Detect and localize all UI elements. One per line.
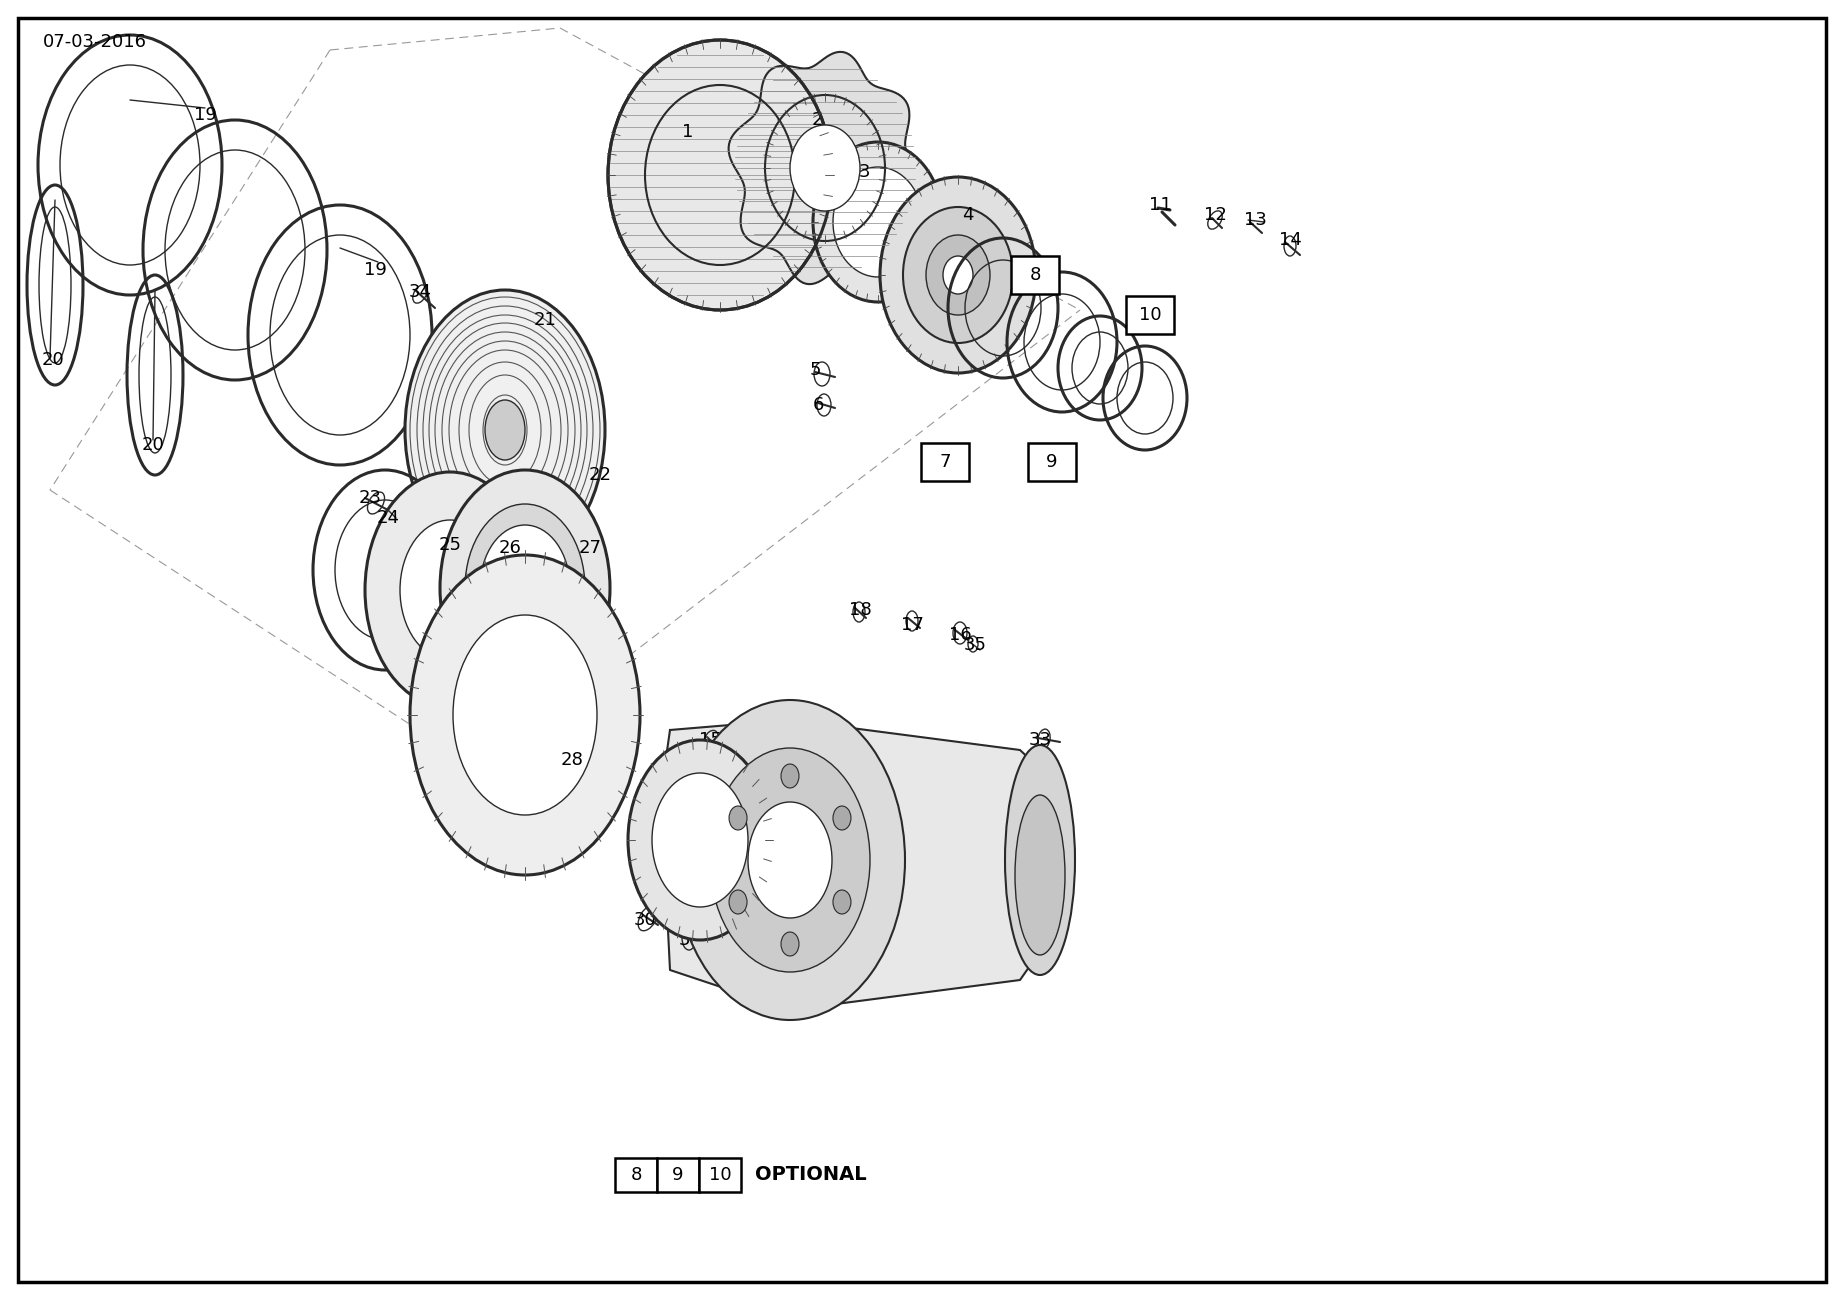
- Ellipse shape: [926, 235, 991, 315]
- Ellipse shape: [880, 177, 1037, 373]
- Ellipse shape: [480, 526, 570, 650]
- Text: 07-03-2016: 07-03-2016: [42, 33, 148, 51]
- Ellipse shape: [902, 207, 1013, 343]
- Text: 10: 10: [708, 1166, 731, 1184]
- Ellipse shape: [410, 556, 640, 876]
- Text: 23: 23: [358, 489, 382, 507]
- Text: 10: 10: [1133, 301, 1157, 319]
- Text: 16: 16: [948, 626, 970, 644]
- Text: 35: 35: [963, 636, 987, 654]
- Text: 3: 3: [858, 163, 869, 181]
- Bar: [1125, 297, 1173, 334]
- Ellipse shape: [710, 748, 871, 972]
- Ellipse shape: [485, 399, 526, 461]
- Text: 32: 32: [744, 932, 766, 948]
- Text: 19: 19: [363, 262, 386, 278]
- Text: 22: 22: [589, 466, 611, 484]
- Ellipse shape: [609, 40, 832, 310]
- Ellipse shape: [1006, 745, 1076, 974]
- Text: 30: 30: [633, 911, 657, 929]
- Ellipse shape: [832, 167, 922, 277]
- Text: OPTIONAL: OPTIONAL: [755, 1166, 867, 1184]
- Text: 19: 19: [194, 105, 216, 124]
- Text: 31: 31: [679, 932, 701, 948]
- Bar: [657, 1158, 699, 1192]
- Text: 5: 5: [810, 360, 821, 379]
- Polygon shape: [729, 52, 921, 284]
- Text: 24: 24: [376, 509, 400, 527]
- Polygon shape: [661, 719, 1063, 1010]
- Text: 2: 2: [812, 111, 823, 129]
- Ellipse shape: [832, 807, 851, 830]
- Text: 6: 6: [812, 396, 823, 414]
- Ellipse shape: [439, 470, 611, 706]
- Ellipse shape: [406, 290, 605, 570]
- Text: 21: 21: [533, 311, 557, 329]
- Text: 33: 33: [1028, 731, 1052, 749]
- Text: 34: 34: [408, 284, 432, 301]
- Ellipse shape: [454, 615, 598, 814]
- Text: 8: 8: [631, 1166, 642, 1184]
- Text: 27: 27: [579, 539, 601, 557]
- Text: 9: 9: [1046, 453, 1057, 471]
- Text: 17: 17: [900, 615, 924, 634]
- Ellipse shape: [729, 807, 747, 830]
- Text: 10: 10: [1138, 306, 1161, 324]
- Bar: [1011, 256, 1059, 294]
- Ellipse shape: [675, 700, 906, 1020]
- Ellipse shape: [365, 472, 535, 708]
- Ellipse shape: [747, 801, 832, 919]
- Text: 12: 12: [1203, 206, 1227, 224]
- Ellipse shape: [780, 932, 799, 956]
- Text: 9: 9: [1044, 451, 1055, 468]
- Text: 25: 25: [439, 536, 461, 554]
- Ellipse shape: [790, 125, 860, 211]
- Text: 9: 9: [672, 1166, 684, 1184]
- Text: 29: 29: [653, 821, 677, 839]
- Ellipse shape: [651, 773, 747, 907]
- Ellipse shape: [1015, 795, 1065, 955]
- Text: 1: 1: [683, 124, 694, 141]
- Text: 8: 8: [1024, 262, 1035, 278]
- Text: 15: 15: [699, 731, 721, 749]
- Ellipse shape: [627, 740, 771, 941]
- Text: 20: 20: [142, 436, 164, 454]
- Text: 4: 4: [963, 206, 974, 224]
- Ellipse shape: [729, 890, 747, 915]
- Ellipse shape: [400, 520, 500, 660]
- Text: 18: 18: [849, 601, 871, 619]
- Ellipse shape: [465, 503, 585, 673]
- Bar: [699, 1158, 742, 1192]
- Text: 7: 7: [939, 453, 950, 471]
- Text: 11: 11: [1149, 196, 1172, 213]
- Ellipse shape: [832, 890, 851, 915]
- Ellipse shape: [943, 256, 972, 294]
- Ellipse shape: [780, 764, 799, 788]
- Ellipse shape: [814, 142, 943, 302]
- Text: 13: 13: [1244, 211, 1266, 229]
- Bar: [921, 444, 969, 481]
- Text: 7: 7: [934, 451, 946, 468]
- Text: 14: 14: [1279, 232, 1301, 248]
- Text: 20: 20: [42, 351, 65, 369]
- Text: 28: 28: [561, 751, 583, 769]
- Text: 8: 8: [1030, 265, 1041, 284]
- Text: 26: 26: [498, 539, 522, 557]
- Bar: [614, 1158, 657, 1192]
- Bar: [1028, 444, 1076, 481]
